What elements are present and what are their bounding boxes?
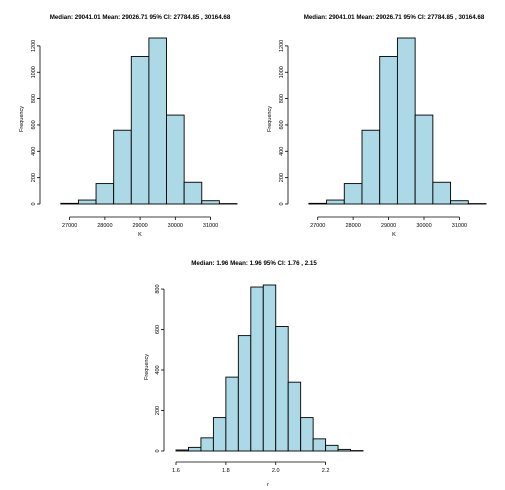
histogram-bar — [396, 37, 416, 205]
histogram-bar — [337, 448, 351, 452]
x-tick-label: 29000 — [381, 223, 396, 229]
histogram-bar — [166, 114, 185, 205]
x-axis-label: K — [138, 232, 142, 238]
histogram-bar — [200, 437, 214, 452]
histogram-bar — [308, 202, 328, 205]
y-tick-label: 600 — [279, 120, 285, 129]
histogram-bar — [432, 181, 452, 205]
histogram-bar — [326, 199, 345, 205]
histogram-bar — [175, 449, 189, 452]
x-tick-label: 31000 — [452, 223, 467, 229]
y-tick-label: 800 — [155, 284, 161, 293]
y-tick-label: 600 — [31, 120, 37, 129]
y-tick-label: 0 — [279, 202, 285, 205]
x-tick-label: 28000 — [345, 223, 360, 229]
histogram-bar — [287, 381, 302, 452]
y-tick-label: 1200 — [31, 40, 37, 52]
histogram-bar — [183, 181, 203, 205]
histogram-bar — [275, 326, 289, 452]
y-tick-label: 600 — [155, 325, 161, 334]
histogram-bar — [148, 37, 167, 205]
y-tick-label: 1200 — [279, 40, 285, 52]
chart-title: Median: 1.96 Mean: 1.96 95% CI: 1.76 , 2… — [191, 260, 317, 267]
plot-area: 0 200 400 600 800 1000 1200 27000 28000 29000 3000… — [279, 37, 487, 229]
histogram-bar — [379, 55, 398, 205]
y-axis-label: Frequency — [144, 354, 150, 380]
y-axis-label: Frequency — [267, 106, 273, 132]
histogram-bar — [130, 55, 150, 205]
histogram-bar — [414, 114, 434, 205]
chart-title: Median: 29041.01 Mean: 29026.71 95% CI: … — [304, 14, 485, 21]
histogram-bar — [225, 376, 239, 452]
histogram-bar — [95, 183, 115, 205]
histogram-bar — [300, 417, 314, 452]
x-tick-label: 1.8 — [222, 468, 230, 474]
histogram-bar — [212, 417, 227, 452]
histogram-bar — [343, 183, 363, 205]
histogram-bar — [312, 438, 327, 452]
histogram-bar — [325, 444, 339, 452]
x-tick-label: 29000 — [132, 223, 147, 229]
y-tick-label: 0 — [155, 449, 161, 452]
y-axis-label: Frequency — [19, 106, 25, 132]
histogram-bar — [262, 284, 277, 452]
histogram-panel-r: Median: 1.96 Mean: 1.96 95% CI: 1.76 , 2… — [144, 260, 364, 488]
chart-title: Median: 29041.01 Mean: 29026.71 95% CI: … — [50, 14, 231, 21]
x-tick-label: 2.2 — [322, 468, 330, 474]
x-tick-label: 27000 — [62, 223, 77, 229]
y-tick-label: 200 — [279, 173, 285, 182]
x-tick-label: 30000 — [168, 223, 183, 229]
histogram-bar — [188, 446, 202, 452]
histogram-bar — [201, 200, 220, 205]
x-axis-label: r — [267, 482, 269, 488]
histogram-bar — [77, 199, 97, 205]
y-tick-label: 1000 — [31, 66, 37, 78]
histogram-bar — [237, 335, 252, 452]
plot-area: 0 200 400 600 800 1.6 1.8 2.0 2.2 — [155, 284, 364, 474]
x-tick-label: 1.6 — [172, 468, 180, 474]
histogram-panel-k-left: Median: 29041.01 Mean: 29026.71 95% CI: … — [19, 14, 238, 238]
histogram-bar — [60, 202, 79, 205]
y-tick-label: 400 — [31, 147, 37, 156]
y-tick-label: 400 — [155, 365, 161, 374]
y-tick-label: 400 — [279, 147, 285, 156]
histogram-bar — [250, 286, 264, 452]
histogram-bar — [361, 129, 381, 205]
x-tick-label: 31000 — [203, 223, 218, 229]
y-tick-label: 200 — [31, 173, 37, 182]
y-tick-label: 800 — [31, 94, 37, 103]
x-axis-label: K — [392, 232, 396, 238]
plot-area: 0 200 400 600 800 1000 1200 27000 28000 29000 3000… — [31, 37, 238, 229]
y-tick-label: 1000 — [279, 66, 285, 78]
y-tick-label: 200 — [155, 406, 161, 415]
x-tick-label: 28000 — [97, 223, 112, 229]
y-tick-label: 0 — [31, 202, 37, 205]
x-tick-label: 30000 — [416, 223, 431, 229]
histogram-bar — [113, 129, 132, 205]
x-tick-label: 2.0 — [272, 468, 280, 474]
x-tick-label: 27000 — [310, 223, 325, 229]
histogram-bar — [450, 200, 469, 205]
y-tick-label: 800 — [279, 94, 285, 103]
histogram-panel-k-right: Median: 29041.01 Mean: 29026.71 95% CI: … — [267, 14, 487, 238]
